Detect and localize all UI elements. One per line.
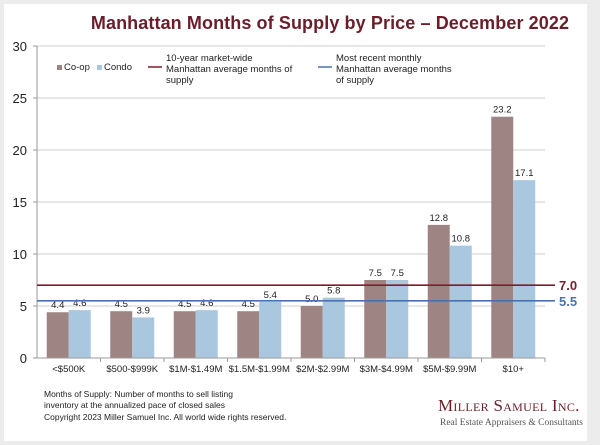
footnote-line-1: Months of Supply: Number of months to se… [44,389,233,399]
bar-co-op [110,311,133,358]
legend-label: Manhattan average months of [166,64,293,75]
data-label: 4.6 [73,298,86,309]
x-tick-label: <$500K [52,364,86,375]
data-label: 5.4 [264,290,277,301]
bar-condo [513,180,536,358]
y-tick-label: 25 [13,91,27,106]
bar-co-op [491,116,514,358]
legend-swatch-co-op [57,65,62,70]
y-axis: 0 5 10 15 20 25 30 [13,39,38,366]
data-label: 12.8 [430,213,449,224]
bar-condo [195,310,218,358]
bar-condo [259,301,282,358]
data-label: 23.2 [493,105,512,116]
data-label: 5.8 [327,286,340,297]
data-label: 17.1 [515,168,534,179]
data-label: 4.5 [178,299,191,310]
x-tick-label: $1.5M-$1.99M [229,364,290,375]
bar-co-op [364,280,387,358]
legend-label: supply [166,75,194,86]
data-label: 4.6 [200,298,213,309]
y-tick-label: 15 [13,195,27,210]
reference-line-label: 5.5 [559,294,577,309]
legend-swatch-condo [97,65,102,70]
data-label: 10.8 [452,234,471,245]
legend-label: Manhattan average months [336,64,452,75]
bar-condo [322,297,345,358]
data-label: 4.5 [242,299,255,310]
logo-name: Miller Samuel Inc. [438,396,580,415]
bar-co-op [237,311,260,358]
legend-label: Co-op [64,62,90,73]
reference-lines: 7.05.5 [37,278,577,309]
legend-label: of supply [336,75,374,86]
data-label: 5.0 [305,294,318,305]
copyright: Copyright 2023 Miller Samuel Inc. All wo… [44,412,287,422]
bar-co-op [173,311,196,358]
y-tick-label: 20 [13,143,27,158]
x-tick-label: $2M-$2.99M [296,364,349,375]
data-label: 4.5 [115,299,128,310]
footnote-line-2: inventory at the annualized pace of clos… [44,400,225,410]
bar-condo [386,280,409,358]
logo-tagline: Real Estate Appraisers & Consultants [440,418,584,428]
reference-line-label: 7.0 [559,278,577,293]
chart-card [4,4,587,441]
data-label: 7.5 [369,268,382,279]
bar-condo [68,310,91,358]
x-tick-label: $3M-$4.99M [360,364,413,375]
x-tick-label: $10+ [503,364,525,375]
bars: 4.4 4.6 4.5 3.9 4.5 4.6 4.5 5.4 5.0 5.8 7.5 7.5 12.8… [46,105,536,358]
data-label: 4.4 [51,300,64,311]
legend-label: 10-year market-wide [166,53,253,64]
legend-label: Most recent monthly [336,53,422,64]
x-tick-label: $1M-$1.49M [169,364,222,375]
x-axis: <$500K $500-$999K $1M-$1.49M $1.5M-$1.99M $2… [37,357,546,375]
legend-label: Condo [104,62,132,73]
footnote-definition: Months of Supply: Number of months to se… [44,389,233,411]
y-tick-label: 10 [13,247,27,262]
y-tick-label: 0 [20,351,27,366]
y-tick-label: 5 [20,299,27,314]
bar-co-op [46,312,69,358]
bar-condo [449,245,472,358]
data-label: 7.5 [391,268,404,279]
data-label: 3.9 [137,305,150,316]
bar-co-op [427,224,450,358]
y-tick-label: 30 [13,39,27,54]
x-tick-label: $5M-$9.99M [423,364,476,375]
bar-co-op [300,306,323,358]
x-tick-label: $500-$999K [106,364,158,375]
bar-condo [132,317,155,358]
chart-title: Manhattan Months of Supply by Price – De… [90,13,570,33]
